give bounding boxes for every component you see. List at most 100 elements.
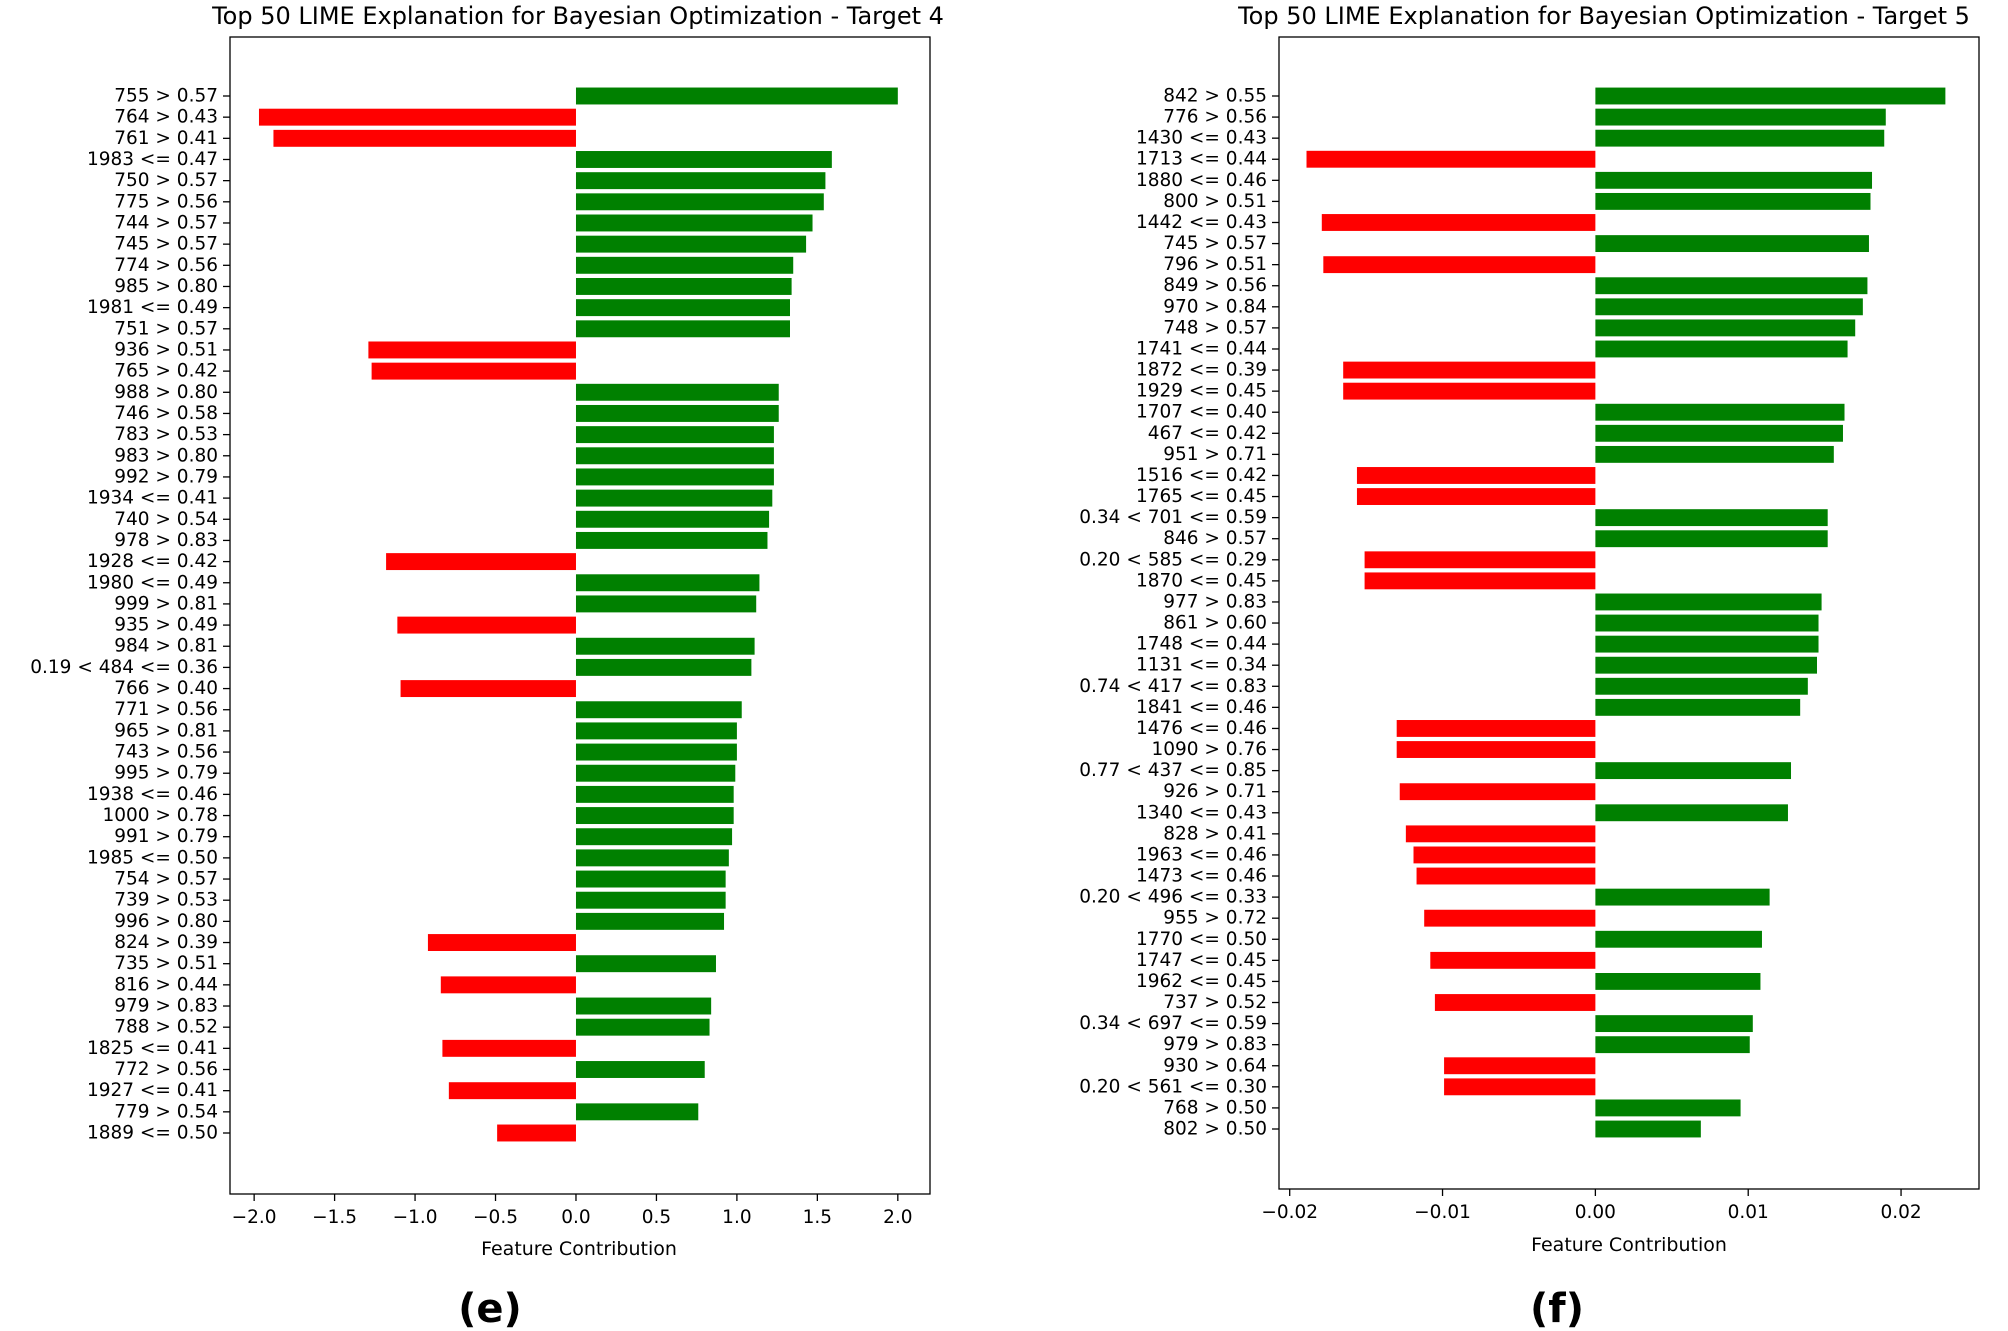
bar [1595, 424, 1843, 442]
x-tick-label: 0.0 [561, 1207, 590, 1228]
chart-target-4: Top 50 LIME Explanation for Bayesian Opt… [30, 2, 944, 1331]
category-label: 1934 <= 0.41 [87, 488, 218, 509]
bar [575, 256, 794, 274]
bar [440, 976, 576, 994]
bar [386, 553, 576, 571]
category-label: 985 > 0.80 [114, 276, 218, 297]
bar [575, 172, 826, 190]
bar [1595, 593, 1822, 611]
category-label: 1131 <= 0.34 [1136, 655, 1267, 676]
bar [1416, 867, 1596, 885]
bar [575, 87, 898, 105]
chart-title: Top 50 LIME Explanation for Bayesian Opt… [1237, 2, 1970, 30]
bar [1595, 1099, 1741, 1117]
category-label: 740 > 0.54 [114, 509, 218, 530]
bar [575, 468, 774, 486]
panel-label: (e) [458, 1286, 522, 1331]
category-label: 970 > 0.84 [1163, 296, 1267, 317]
bar [575, 595, 757, 613]
bar [1595, 171, 1873, 189]
category-label: 1713 <= 0.44 [1136, 149, 1267, 170]
category-label: 977 > 0.83 [1163, 591, 1267, 612]
category-label: 751 > 0.57 [114, 318, 218, 339]
category-label: 828 > 0.41 [1163, 823, 1267, 844]
category-label: 1985 <= 0.50 [87, 847, 218, 868]
bar [1595, 614, 1819, 632]
bar [1430, 951, 1596, 969]
bar [575, 807, 734, 825]
category-label: 0.34 < 697 <= 0.59 [1079, 1013, 1267, 1034]
bar [575, 320, 790, 338]
bar [575, 151, 832, 168]
bar [1595, 530, 1828, 548]
category-label: 754 > 0.57 [114, 869, 218, 890]
bar [575, 764, 736, 782]
category-label: 979 > 0.83 [1163, 1034, 1267, 1055]
bar [575, 447, 774, 465]
bar [1595, 888, 1770, 906]
category-label: 1000 > 0.78 [102, 805, 218, 826]
category-label: 995 > 0.79 [114, 763, 218, 784]
category-label: 1983 <= 0.47 [87, 149, 218, 170]
category-label: 1741 <= 0.44 [1136, 338, 1267, 359]
category-label: 746 > 0.58 [114, 403, 218, 424]
bar [1434, 994, 1596, 1011]
category-label: 1981 <= 0.49 [87, 297, 218, 318]
bar [575, 574, 760, 592]
category-label: 979 > 0.83 [114, 996, 218, 1017]
category-label: 796 > 0.51 [1163, 254, 1267, 275]
bar [1595, 762, 1792, 780]
bar [1595, 319, 1856, 337]
bar [575, 235, 807, 253]
category-label: 988 > 0.80 [114, 382, 218, 403]
bar [1343, 382, 1596, 400]
category-label: 1980 <= 0.49 [87, 572, 218, 593]
bar [258, 108, 576, 126]
category-label: 996 > 0.80 [114, 911, 218, 932]
bar [575, 193, 824, 211]
category-label: 774 > 0.56 [114, 255, 218, 276]
bar [1595, 509, 1828, 527]
bar [575, 870, 726, 888]
category-label: 816 > 0.44 [114, 974, 218, 995]
category-label: 842 > 0.55 [1163, 86, 1267, 107]
bar [1444, 1057, 1596, 1075]
category-label: 1962 <= 0.45 [1136, 971, 1267, 992]
category-label: 1707 <= 0.40 [1136, 402, 1267, 423]
x-tick-label: −0.02 [1261, 1202, 1318, 1223]
bar [1364, 572, 1596, 590]
x-tick-label: −2.0 [232, 1207, 277, 1228]
category-label: 0.20 < 561 <= 0.30 [1079, 1076, 1267, 1097]
category-label: 766 > 0.40 [114, 678, 218, 699]
category-label: 846 > 0.57 [1163, 528, 1267, 549]
category-label: 737 > 0.52 [1163, 992, 1267, 1013]
panel-label: (f) [1530, 1286, 1584, 1331]
bar [575, 1061, 705, 1078]
category-label: 761 > 0.41 [114, 128, 218, 149]
bar [575, 531, 768, 549]
category-label: 1929 <= 0.45 [1136, 381, 1267, 402]
category-label: 755 > 0.57 [114, 86, 218, 107]
category-label: 1963 <= 0.46 [1136, 844, 1267, 865]
category-label: 800 > 0.51 [1163, 191, 1267, 212]
x-tick-label: 2.0 [883, 1207, 912, 1228]
x-tick-label: −1.0 [393, 1207, 438, 1228]
category-label: 802 > 0.50 [1163, 1119, 1267, 1140]
bar [575, 849, 729, 867]
bar [575, 426, 774, 444]
category-label: 775 > 0.56 [114, 191, 218, 212]
category-label: 1430 <= 0.43 [1136, 128, 1267, 149]
category-label: 849 > 0.56 [1163, 275, 1267, 296]
bar [1364, 551, 1596, 569]
bar [575, 912, 725, 930]
bar [1413, 846, 1596, 864]
category-label: 1889 <= 0.50 [87, 1123, 218, 1144]
bar [1396, 720, 1596, 737]
category-label: 0.77 < 437 <= 0.85 [1079, 760, 1267, 781]
category-label: 936 > 0.51 [114, 339, 218, 360]
bar [1595, 1036, 1750, 1054]
category-label: 1825 <= 0.41 [87, 1038, 218, 1059]
chart-title: Top 50 LIME Explanation for Bayesian Opt… [211, 2, 944, 30]
category-label: 1748 <= 0.44 [1136, 634, 1267, 655]
category-label: 930 > 0.64 [1163, 1055, 1267, 1076]
